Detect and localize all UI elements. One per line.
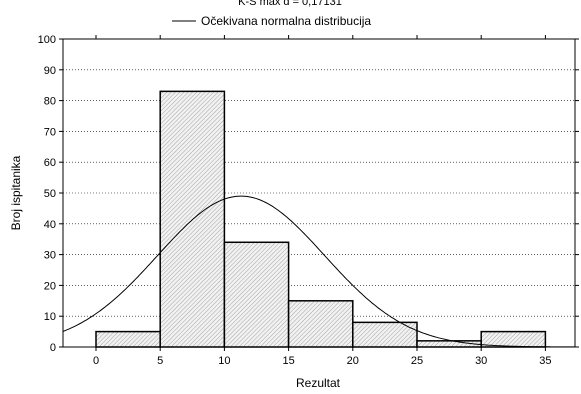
histogram-bars xyxy=(95,90,547,348)
histogram-bar xyxy=(287,300,354,348)
y-tick-label: 70 xyxy=(44,126,56,138)
x-tick-label: 5 xyxy=(157,355,163,367)
y-tick-label: 60 xyxy=(44,157,56,169)
x-tick-label: 35 xyxy=(539,355,551,367)
y-tick-label: 30 xyxy=(44,250,56,262)
histogram-bar xyxy=(480,330,547,348)
x-tick-label: 25 xyxy=(411,355,423,367)
y-tick-label: 10 xyxy=(44,311,56,323)
y-tick-label: 0 xyxy=(50,342,56,354)
y-axis-ticks: 0 10 20 30 40 50 60 70 80 90 100 xyxy=(38,34,579,354)
x-axis-ticks: 0 5 10 15 20 25 30 35 xyxy=(93,35,552,367)
x-tick-label: 15 xyxy=(282,355,294,367)
x-tick-label: 10 xyxy=(218,355,230,367)
y-tick-label: 20 xyxy=(44,280,56,292)
histogram-bar xyxy=(223,241,290,348)
normal-curve xyxy=(62,195,575,348)
y-tick-label: 90 xyxy=(44,65,56,77)
x-axis-label: Rezultat xyxy=(296,376,341,390)
x-tick-label: 0 xyxy=(93,355,99,367)
legend: Očekivana normalna distribucija xyxy=(172,14,371,28)
x-tick-label: 20 xyxy=(347,355,359,367)
y-tick-label: 100 xyxy=(38,34,56,46)
y-tick-label: 40 xyxy=(44,219,56,231)
histogram-bar xyxy=(352,321,418,348)
legend-label: Očekivana normalna distribucija xyxy=(201,14,371,28)
y-axis-label: Broj ispitanika xyxy=(9,155,23,230)
chart-title: K-S max d = 0,17131 xyxy=(238,0,342,8)
x-tick-label: 30 xyxy=(475,355,487,367)
y-tick-label: 50 xyxy=(44,188,56,200)
histogram-bar xyxy=(95,330,161,348)
y-tick-label: 80 xyxy=(44,96,56,108)
